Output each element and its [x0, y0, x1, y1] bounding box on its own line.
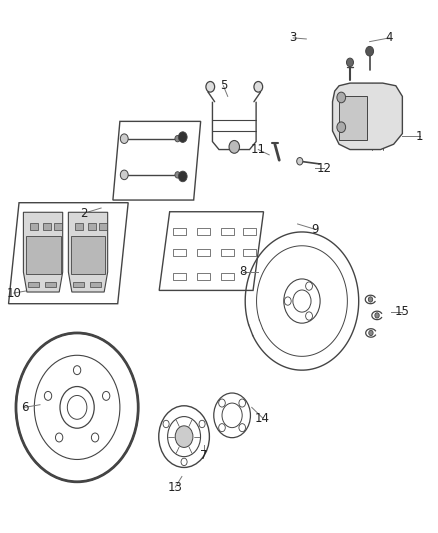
Bar: [43, 223, 51, 230]
Bar: [54, 223, 62, 230]
Circle shape: [175, 135, 180, 142]
Bar: [173, 272, 186, 280]
Text: 4: 4: [385, 31, 393, 44]
Bar: [45, 282, 56, 287]
Circle shape: [368, 297, 373, 302]
Text: 11: 11: [251, 143, 266, 156]
Bar: [243, 228, 256, 235]
Bar: [90, 282, 101, 287]
Bar: [221, 249, 234, 256]
Text: 2: 2: [80, 207, 88, 220]
Circle shape: [178, 171, 187, 182]
Text: 8: 8: [239, 265, 247, 278]
Bar: [339, 96, 367, 140]
Bar: [197, 228, 210, 235]
Bar: [173, 249, 186, 256]
Circle shape: [366, 46, 374, 56]
Circle shape: [178, 132, 187, 142]
Bar: [73, 282, 84, 287]
Circle shape: [369, 330, 373, 336]
Bar: [88, 223, 96, 230]
Circle shape: [175, 172, 180, 178]
Polygon shape: [23, 212, 63, 292]
Polygon shape: [332, 83, 403, 150]
Bar: [197, 272, 210, 280]
Circle shape: [254, 82, 263, 92]
Circle shape: [120, 134, 128, 143]
Circle shape: [297, 158, 303, 165]
Text: 6: 6: [21, 401, 28, 414]
Bar: [75, 223, 83, 230]
Polygon shape: [68, 212, 108, 292]
Circle shape: [120, 170, 128, 180]
Circle shape: [337, 92, 346, 103]
Circle shape: [346, 58, 353, 67]
Text: 14: 14: [255, 411, 270, 424]
Text: 9: 9: [311, 223, 319, 236]
Text: 7: 7: [200, 449, 208, 462]
Polygon shape: [71, 236, 106, 274]
Bar: [30, 223, 38, 230]
Text: 15: 15: [395, 305, 410, 318]
Bar: [28, 282, 39, 287]
Bar: [243, 249, 256, 256]
Text: 3: 3: [290, 31, 297, 44]
Circle shape: [229, 141, 240, 154]
Circle shape: [175, 426, 193, 447]
Text: 10: 10: [7, 287, 21, 300]
Circle shape: [206, 82, 215, 92]
Circle shape: [375, 313, 379, 318]
Text: 13: 13: [168, 481, 183, 494]
Polygon shape: [25, 236, 60, 274]
Circle shape: [337, 122, 346, 133]
Bar: [221, 272, 234, 280]
Text: 5: 5: [220, 79, 227, 92]
Bar: [221, 228, 234, 235]
Bar: [197, 249, 210, 256]
Bar: [173, 228, 186, 235]
Text: 1: 1: [416, 130, 424, 143]
Text: 12: 12: [316, 161, 331, 175]
Bar: [99, 223, 107, 230]
